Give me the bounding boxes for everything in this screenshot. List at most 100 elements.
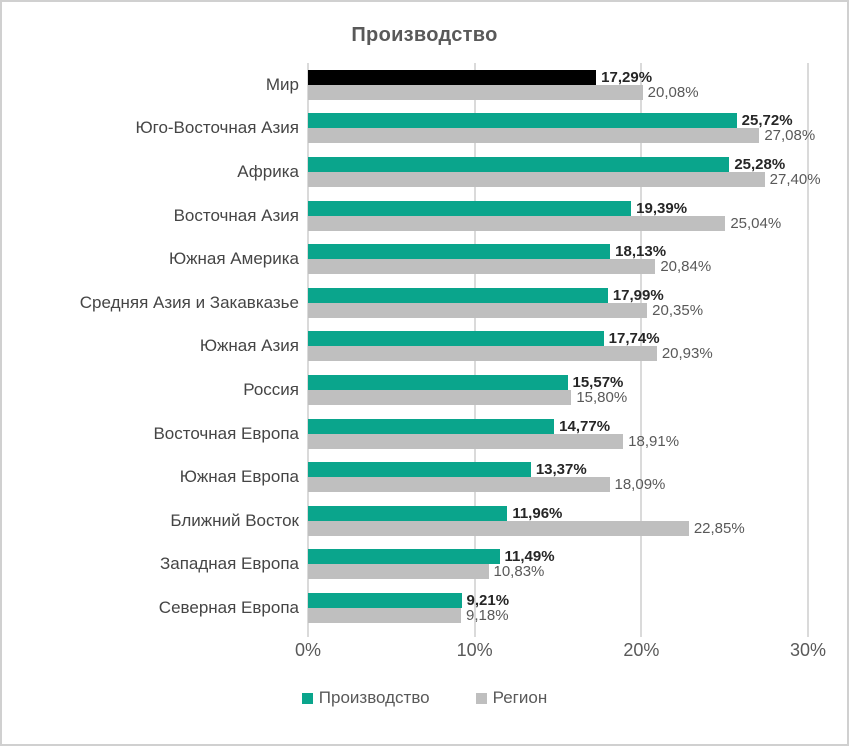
bar-row: 9,21% 9,18%	[308, 586, 808, 630]
category-label: Южная Америка	[168, 249, 299, 269]
legend-label: Производство	[318, 688, 430, 707]
bar-region	[308, 389, 572, 405]
value-label: 18,13%	[615, 243, 667, 261]
bar-production	[308, 418, 555, 434]
value-label: 27,08%	[764, 127, 816, 145]
bar-production	[308, 374, 568, 390]
bar-production	[308, 200, 632, 216]
x-axis-tick-label: 10%	[456, 640, 493, 660]
category-label: Южная Азия	[199, 336, 299, 356]
bar-production	[308, 505, 508, 521]
value-label: 9,21%	[466, 591, 510, 609]
bar-production	[308, 331, 604, 347]
category-axis: Мир Юго-Восточная Азия Африка Восточная Ази…	[2, 63, 308, 630]
tick-mark	[640, 630, 643, 637]
bar-line: 15,57%	[308, 373, 808, 391]
value-label: 14,77%	[559, 417, 611, 435]
gridline	[807, 63, 809, 630]
bar-row: 25,28% 27,40%	[308, 150, 821, 194]
bar-region	[308, 520, 689, 536]
category-label: Юго-Восточная Азия	[135, 118, 299, 138]
bar-line: 9,18%	[308, 606, 808, 624]
bar-line: 19,39%	[308, 199, 808, 217]
bar-region	[308, 564, 489, 580]
bar-line: 18,09%	[308, 476, 808, 494]
legend: Производство Регион	[2, 688, 847, 708]
value-label: 25,28%	[734, 155, 786, 173]
bar-line: 11,96%	[308, 504, 808, 522]
bar-row: 19,39% 25,04%	[308, 194, 808, 238]
category-label: Восточная Европа	[153, 423, 299, 443]
tick-mark	[307, 630, 309, 637]
category-label: Средняя Азия и Закавказье	[79, 292, 299, 312]
bar-production	[308, 69, 597, 85]
value-label: 9,18%	[466, 606, 509, 624]
chart-title: Производство	[351, 24, 498, 46]
bar-row: 17,74% 20,93%	[308, 325, 808, 369]
bar-region	[308, 215, 726, 231]
bar-line: 20,08%	[308, 84, 808, 100]
bar-line: 15,80%	[308, 388, 808, 406]
legend-item: Регион	[475, 688, 548, 708]
bar-line: 17,99%	[308, 286, 808, 304]
bar-line: 22,85%	[308, 520, 808, 536]
bar-production	[308, 462, 531, 478]
bar-production	[308, 549, 500, 565]
value-label: 17,74%	[608, 330, 660, 348]
x-axis-tick-label: 20%	[623, 640, 660, 660]
bar-row: 25,72% 27,08%	[308, 107, 815, 151]
bar-region	[308, 346, 657, 362]
bar-line: 25,28%	[308, 155, 808, 173]
value-label: 18,09%	[614, 476, 666, 494]
bar-row: 11,96% 22,85%	[308, 499, 808, 543]
bar-rows: 17,29% 20,08% 25,72% 27,08% 25,28% 27,40% 19,3…	[308, 63, 821, 630]
bar-row: 13,37% 18,09%	[308, 455, 808, 499]
bar-line: 10,83%	[308, 564, 808, 580]
bar-production	[308, 592, 462, 608]
x-axis-tick-label: 0%	[294, 640, 322, 660]
legend-label: Регион	[492, 688, 548, 707]
category-label: Восточная Азия	[173, 205, 299, 225]
bar-line: 20,35%	[308, 301, 808, 319]
value-label: 25,04%	[730, 214, 782, 232]
bar-line: 25,04%	[308, 214, 808, 232]
value-label: 20,35%	[652, 301, 704, 319]
value-label: 25,72%	[741, 112, 793, 130]
category-label: Южная Европа	[179, 467, 299, 487]
plot-area: 17,29% 20,08% 25,72% 27,08% 25,28% 27,40% 19,3…	[307, 63, 821, 637]
bar-line: 17,29%	[308, 69, 808, 85]
bar-line: 14,77%	[308, 417, 808, 435]
tick-mark	[807, 630, 809, 637]
bar-row: 11,49% 10,83%	[308, 543, 808, 587]
bar-row: 15,57% 15,80%	[308, 368, 808, 412]
bar-row: 17,99% 20,35%	[308, 281, 808, 325]
value-label: 11,49%	[504, 548, 555, 566]
value-label: 13,37%	[535, 461, 587, 479]
bar-line: 20,84%	[308, 258, 808, 276]
category-label: Западная Европа	[159, 554, 299, 574]
bar-region	[308, 302, 648, 318]
value-label: 11,96%	[512, 504, 563, 522]
bar-region	[308, 477, 610, 493]
legend-swatch-icon	[301, 692, 313, 704]
bar-production	[308, 287, 608, 303]
value-label: 17,99%	[612, 286, 664, 304]
bar-row: 14,77% 18,91%	[308, 412, 808, 456]
value-label: 27,40%	[769, 170, 821, 188]
value-label: 15,57%	[572, 373, 624, 391]
chart-body: Мир Юго-Восточная Азия Африка Восточная Ази…	[2, 63, 847, 637]
bar-line: 20,93%	[308, 346, 808, 362]
bar-production	[308, 113, 737, 129]
value-label: 20,84%	[660, 258, 712, 276]
category-label: Ближний Восток	[170, 510, 299, 530]
value-label: 19,39%	[636, 199, 688, 217]
value-label: 15,80%	[576, 388, 628, 406]
bar-line: 13,37%	[308, 461, 808, 479]
category-label: Африка	[237, 161, 299, 181]
bar-line: 11,49%	[308, 548, 808, 566]
tick-mark	[473, 630, 476, 637]
bar-line: 25,72%	[308, 112, 808, 130]
value-label: 18,91%	[628, 432, 680, 450]
bar-production	[308, 244, 611, 260]
